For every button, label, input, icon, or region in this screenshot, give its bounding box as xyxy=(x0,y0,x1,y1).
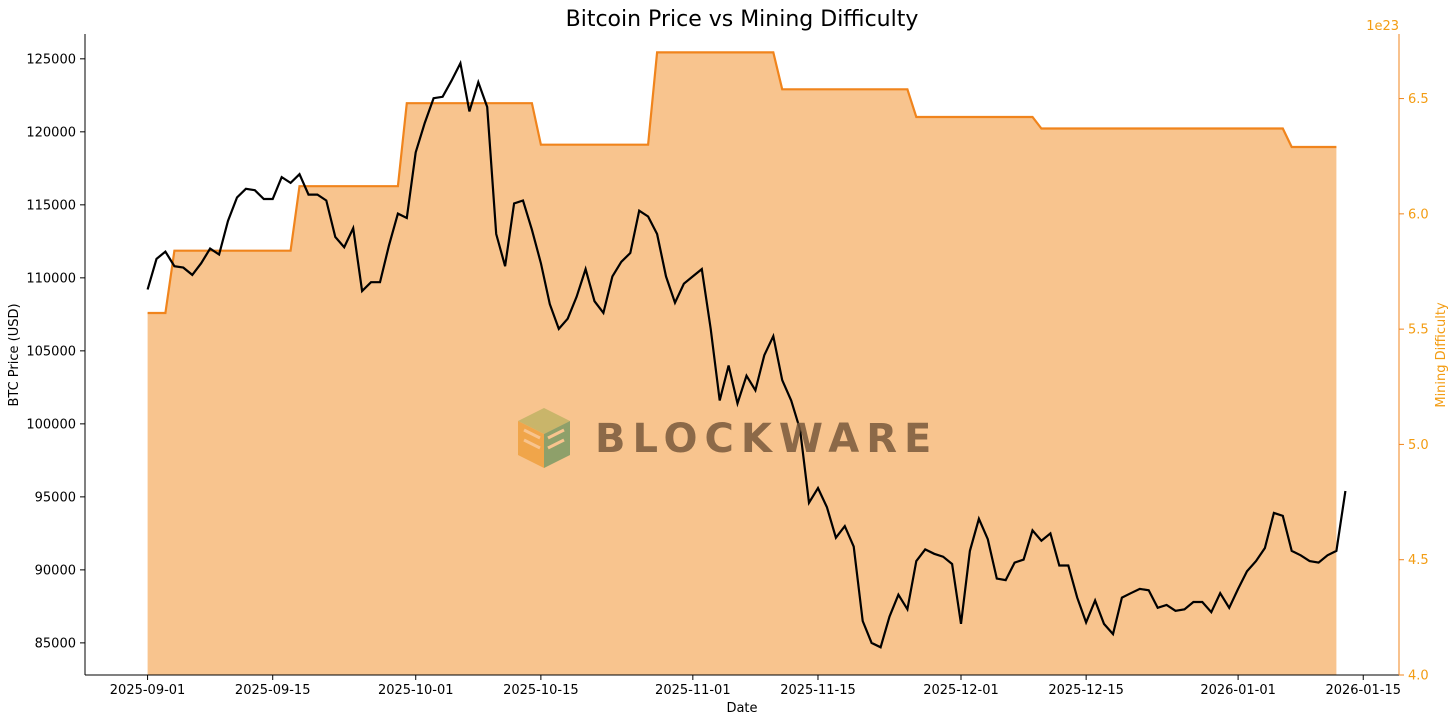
y-tick-label: 115000 xyxy=(26,198,76,213)
y-tick-label: 90000 xyxy=(35,563,76,578)
x-tick-label: 2026-01-01 xyxy=(1200,683,1276,698)
y-tick-label: 100000 xyxy=(26,417,76,432)
y2-axis-label: Mining Difficulty xyxy=(1434,302,1449,408)
y-tick-label: 95000 xyxy=(35,490,76,505)
y-tick-label: 85000 xyxy=(35,636,76,651)
y2-ticks: 4.0 4.5 5.0 5.5 6.0 6.5 xyxy=(1399,92,1429,684)
x-tick-label: 2025-10-15 xyxy=(503,683,579,698)
difficulty-area xyxy=(147,52,1337,675)
y2-tick-label: 5.0 xyxy=(1408,438,1429,453)
y-tick-label: 110000 xyxy=(26,271,76,286)
x-ticks: 2025-09-01 2025-09-15 2025-10-01 2025-10-15… xyxy=(110,675,1401,698)
y2-tick-label: 4.0 xyxy=(1408,669,1429,684)
price-line xyxy=(146,59,1347,649)
y2-tick-label: 6.0 xyxy=(1408,207,1429,222)
y2-offset-label: 1e23 xyxy=(1366,19,1399,34)
plot-area xyxy=(146,51,1347,675)
x-tick-label: 2025-09-01 xyxy=(110,683,186,698)
watermark: BLOCKWARE xyxy=(518,408,938,468)
y-tick-label: 125000 xyxy=(26,52,76,67)
y2-tick-label: 4.5 xyxy=(1408,553,1429,568)
y2-tick-label: 6.5 xyxy=(1408,92,1429,107)
blockware-cube-icon xyxy=(518,408,570,468)
axes: 2025-09-01 2025-09-15 2025-10-01 2025-10-15… xyxy=(26,34,1429,698)
x-tick-label: 2026-01-15 xyxy=(1325,683,1401,698)
y-ticks: 85000 90000 95000 100000 105000 110000 115000 1… xyxy=(26,52,85,651)
x-axis-label: Date xyxy=(726,701,757,716)
difficulty-line xyxy=(147,51,1337,315)
y-axis-label: BTC Price (USD) xyxy=(7,303,22,406)
x-tick-label: 2025-12-01 xyxy=(923,683,999,698)
chart-title: Bitcoin Price vs Mining Difficulty xyxy=(566,7,919,32)
x-tick-label: 2025-11-01 xyxy=(655,683,731,698)
watermark-text: BLOCKWARE xyxy=(595,416,938,462)
x-tick-label: 2025-10-01 xyxy=(378,683,454,698)
y2-tick-label: 5.5 xyxy=(1408,323,1429,338)
y-tick-label: 105000 xyxy=(26,344,76,359)
y-tick-label: 120000 xyxy=(26,125,76,140)
x-tick-label: 2025-09-15 xyxy=(235,683,311,698)
x-tick-label: 2025-11-15 xyxy=(780,683,856,698)
x-tick-label: 2025-12-15 xyxy=(1048,683,1124,698)
